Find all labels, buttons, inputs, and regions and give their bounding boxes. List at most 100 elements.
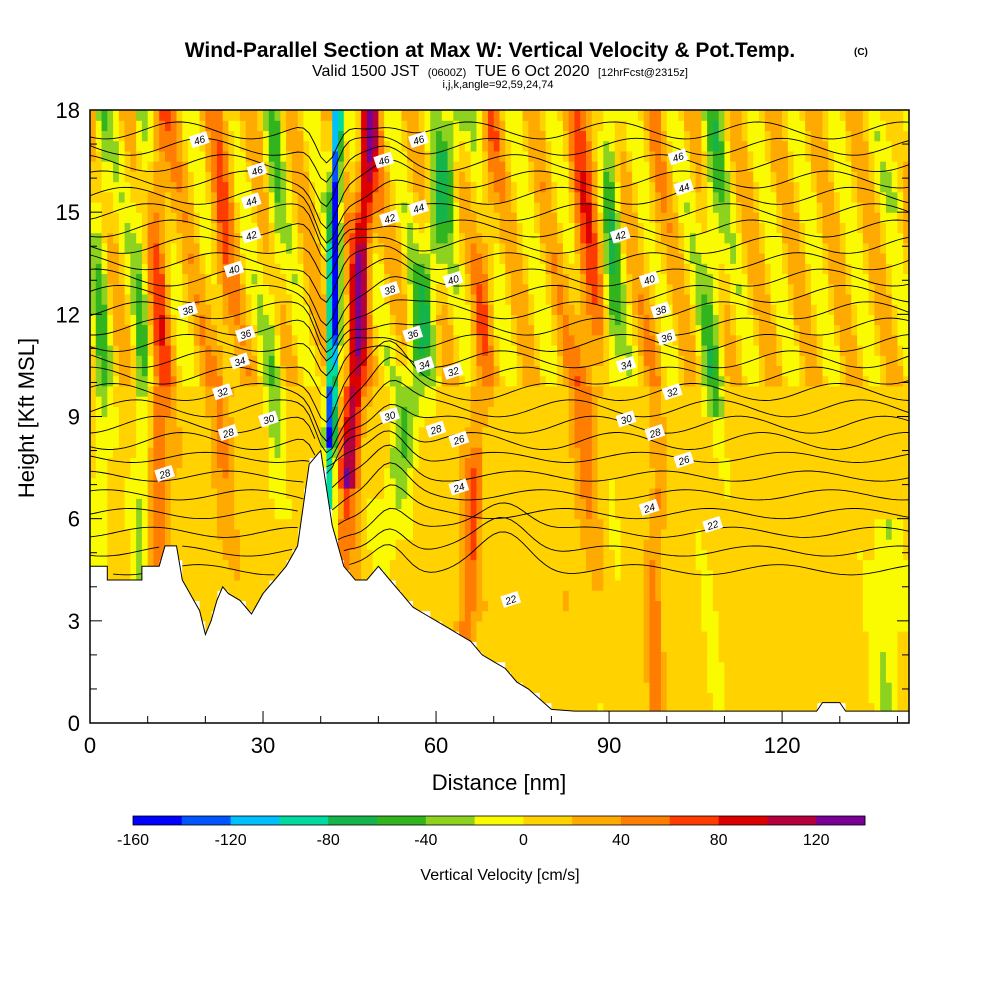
- field-cell: [159, 191, 166, 203]
- field-cell: [476, 314, 483, 326]
- field-cell: [395, 232, 403, 244]
- field-cell: [545, 130, 553, 142]
- field-cell: [493, 549, 501, 561]
- field-cell: [245, 436, 253, 448]
- field-cell: [199, 304, 206, 315]
- field-cell: [141, 314, 149, 326]
- field-cell: [159, 334, 166, 346]
- field-cell: [487, 610, 495, 622]
- field-cell: [539, 447, 547, 458]
- field-cell: [603, 222, 610, 234]
- field-cell: [286, 539, 293, 550]
- field-cell: [107, 488, 114, 499]
- field-cell: [453, 201, 460, 213]
- field-cell: [557, 457, 564, 469]
- field-cell: [534, 191, 541, 203]
- field-cell: [193, 426, 201, 438]
- field-cell: [516, 600, 524, 612]
- field-cell: [476, 304, 483, 315]
- field-cell: [263, 324, 270, 336]
- field-cell: [182, 344, 189, 356]
- field-cell: [136, 212, 143, 223]
- field-cell: [522, 201, 529, 213]
- field-cell: [407, 314, 414, 326]
- field-cell: [384, 559, 391, 571]
- field-cell: [338, 263, 345, 275]
- field-cell: [562, 120, 570, 132]
- field-cell: [343, 344, 351, 356]
- field-cell: [338, 539, 345, 550]
- field-cell: [332, 447, 339, 458]
- field-cell: [505, 406, 512, 418]
- field-cell: [245, 365, 253, 377]
- field-cell: [95, 181, 103, 193]
- field-cell: [412, 191, 420, 203]
- field-cell: [384, 304, 391, 315]
- field-cell: [574, 171, 581, 183]
- field-cell: [545, 528, 553, 540]
- field-cell: [557, 631, 564, 642]
- field-cell: [211, 406, 218, 418]
- field-cell: [568, 375, 576, 387]
- field-cell: [326, 498, 333, 510]
- field-cell: [660, 528, 668, 540]
- field-cell: [257, 457, 264, 469]
- field-cell: [614, 385, 622, 397]
- field-cell: [436, 590, 443, 601]
- field-cell: [263, 559, 270, 571]
- field-cell: [401, 110, 408, 121]
- field-cell: [482, 508, 489, 520]
- field-cell: [239, 130, 247, 142]
- field-cell: [493, 539, 501, 550]
- field-cell: [395, 528, 403, 540]
- field-cell: [130, 314, 137, 326]
- field-cell: [568, 416, 576, 428]
- field-cell: [493, 293, 501, 305]
- field-cell: [153, 477, 160, 489]
- field-cell: [609, 590, 616, 601]
- field-cell: [280, 283, 287, 295]
- field-cell: [257, 406, 264, 418]
- field-cell: [534, 682, 541, 693]
- field-cell: [453, 324, 460, 336]
- field-cell: [113, 161, 120, 172]
- field-cell: [580, 528, 587, 540]
- field-cell: [303, 375, 310, 387]
- field-cell: [378, 539, 385, 550]
- field-cell: [574, 477, 581, 489]
- field-cell: [130, 447, 137, 458]
- field-cell: [234, 457, 241, 469]
- field-cell: [418, 304, 426, 315]
- field-cell: [314, 181, 322, 193]
- field-cell: [228, 447, 235, 458]
- field-cell: [182, 130, 189, 142]
- field-cell: [268, 314, 276, 326]
- field-cell: [124, 150, 131, 162]
- field-cell: [609, 549, 616, 561]
- field-cell: [539, 467, 547, 479]
- field-cell: [637, 671, 645, 683]
- field-cell: [516, 477, 524, 489]
- field-cell: [574, 140, 581, 152]
- field-cell: [464, 140, 472, 152]
- field-cell: [580, 682, 587, 693]
- field-cell: [436, 355, 443, 367]
- field-cell: [389, 161, 397, 172]
- field-cell: [643, 355, 651, 367]
- field-cell: [257, 212, 264, 223]
- field-cell: [320, 314, 328, 326]
- field-cell: [263, 518, 270, 530]
- field-cell: [534, 201, 541, 213]
- field-cell: [389, 396, 397, 407]
- field-cell: [609, 416, 616, 428]
- field-cell: [412, 304, 420, 315]
- field-cell: [620, 631, 627, 642]
- field-cell: [199, 426, 206, 438]
- field-cell: [286, 201, 293, 213]
- field-cell: [372, 355, 379, 367]
- field-cell: [205, 508, 212, 520]
- field-cell: [424, 110, 431, 121]
- field-cell: [332, 181, 339, 193]
- field-cell: [626, 150, 633, 162]
- field-cell: [205, 355, 212, 367]
